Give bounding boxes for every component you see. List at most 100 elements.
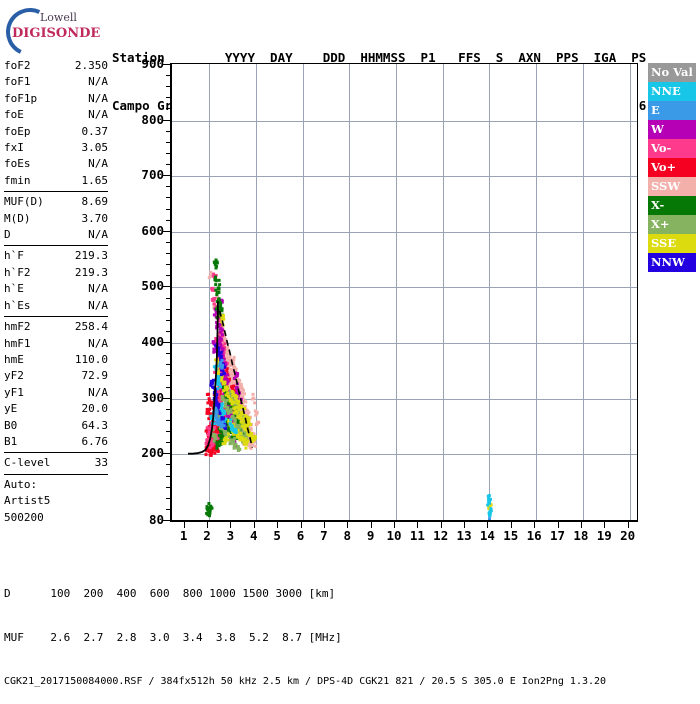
param-row-b0: B0 64.3 xyxy=(4,418,108,434)
param-row-he: h`E N/A xyxy=(4,281,108,297)
x-axis-tick-label: 4 xyxy=(250,528,258,543)
legend-item-x[interactable]: X+ xyxy=(648,215,696,234)
x-axis-tick-label: 8 xyxy=(343,528,352,543)
x-axis-tick-label: 9 xyxy=(366,528,375,543)
param-key: foEp xyxy=(4,124,31,138)
param-value: 3.05 xyxy=(81,141,109,155)
y-axis-minor-tick xyxy=(166,275,170,277)
param-value: N/A xyxy=(88,298,108,312)
x-axis-tick-label: 16 xyxy=(526,528,542,543)
legend-item-nne[interactable]: NNE xyxy=(648,82,696,101)
y-axis-minor-tick xyxy=(166,353,170,355)
param-row-fxi: fxI 3.05 xyxy=(4,140,108,156)
y-gridline xyxy=(172,287,637,289)
legend-item-vo[interactable]: Vo+ xyxy=(648,158,696,177)
param-value: N/A xyxy=(88,75,108,89)
param-row-mufd: MUF(D) 8.69 xyxy=(4,194,108,210)
lowell-digisonde-logo: Lowell DIGISONDE xyxy=(0,1,100,63)
y-axis-minor-tick xyxy=(166,197,170,199)
param-value: 1.65 xyxy=(81,173,109,187)
param-row-hmf1: hmF1 N/A xyxy=(4,336,108,352)
y-axis-minor-tick xyxy=(166,408,170,410)
param-row-yf2: yF2 72.9 xyxy=(4,368,108,384)
y-axis-minor-tick xyxy=(166,375,170,377)
legend-item-nnw[interactable]: NNW xyxy=(648,253,696,272)
y-axis-minor-tick xyxy=(166,108,170,110)
param-key: foF2 xyxy=(4,59,31,72)
param-value: 6.76 xyxy=(81,434,109,448)
y-axis-minor-tick xyxy=(166,152,170,154)
x-axis-tick-label: 12 xyxy=(433,528,449,543)
legend-item-sse[interactable]: SSE xyxy=(648,234,696,253)
x-axis-tick xyxy=(580,522,582,528)
y-axis-minor-tick xyxy=(166,419,170,421)
param-key: hmE xyxy=(4,352,24,366)
param-divider xyxy=(4,245,108,247)
legend-item-w[interactable]: W xyxy=(648,120,696,139)
param-row-b1: B1 6.76 xyxy=(4,434,108,450)
param-value: N/A xyxy=(88,336,108,350)
y-axis-minor-tick xyxy=(166,464,170,466)
y-axis-tick xyxy=(163,64,170,65)
y-gridline xyxy=(172,343,637,345)
param-key: yF2 xyxy=(4,369,24,383)
ionogram-canvas[interactable] xyxy=(170,63,638,522)
param-value: 72.9 xyxy=(81,369,109,383)
legend-item-vo[interactable]: Vo- xyxy=(648,139,696,158)
param-value: 33 xyxy=(94,456,108,470)
y-axis-minor-tick xyxy=(166,75,170,77)
param-divider xyxy=(4,473,108,475)
y-axis-tick-label: 800 xyxy=(141,111,164,127)
y-axis-minor-tick xyxy=(166,442,170,444)
x-axis-tick xyxy=(253,522,255,528)
param-key: B1 xyxy=(4,434,18,448)
y-axis-minor-tick xyxy=(166,219,170,221)
x-axis-tick xyxy=(534,522,536,528)
y-axis-minor-tick xyxy=(166,164,170,166)
param-key: foE xyxy=(4,108,24,122)
legend-item-e[interactable]: E xyxy=(648,101,696,120)
param-value: 110.0 xyxy=(74,352,108,366)
x-axis-tick-label: 14 xyxy=(479,528,495,543)
x-axis-tick xyxy=(370,522,372,528)
param-value: 20.0 xyxy=(81,402,109,416)
series-e xyxy=(212,358,491,520)
x-axis-tick-label: 1 xyxy=(179,528,188,543)
y-gridline xyxy=(172,176,637,178)
param-row-fof1: foF1 N/A xyxy=(4,74,108,90)
y-axis-tick xyxy=(163,453,170,455)
param-row-fof2: foF2 2.350 xyxy=(4,58,108,74)
echo-scatter-layer xyxy=(188,258,493,520)
legend-item-x[interactable]: X- xyxy=(648,196,696,215)
param-row-fof1p: foF1p N/A xyxy=(4,91,108,107)
y-axis-tick xyxy=(163,286,170,288)
y-axis-tick-label: 80 xyxy=(148,512,164,527)
param-key: MUF(D) xyxy=(4,195,44,209)
x-axis-tick xyxy=(627,522,629,528)
param-divider xyxy=(4,316,108,318)
y-axis-tick-label: 700 xyxy=(141,167,164,183)
x-gridline xyxy=(442,64,444,520)
legend-item-noval[interactable]: No Val xyxy=(648,63,696,82)
x-gridline xyxy=(209,64,211,520)
param-row-clevel: C-level 33 xyxy=(4,455,108,471)
y-axis-minor-tick xyxy=(166,431,170,433)
y-axis-minor-tick xyxy=(166,508,170,510)
param-value: N/A xyxy=(88,108,108,122)
param-key: h`F xyxy=(4,249,24,263)
param-key: yE xyxy=(4,402,18,416)
x-axis-tick xyxy=(417,522,419,528)
auto-info-line-1: Artist5 xyxy=(4,494,51,508)
param-key: hmF1 xyxy=(4,336,31,350)
x-gridline xyxy=(629,64,631,520)
y-gridline xyxy=(172,454,637,456)
x-axis-tick-label: 5 xyxy=(273,528,281,543)
y-gridline xyxy=(172,398,637,400)
x-axis-tick xyxy=(464,522,466,528)
param-divider xyxy=(4,452,108,454)
param-key: h`F2 xyxy=(4,265,31,279)
param-key: fxI xyxy=(4,141,24,155)
param-row-hme: hmE 110.0 xyxy=(4,352,108,368)
legend-item-ssw[interactable]: SSW xyxy=(648,177,696,196)
y-axis-minor-tick xyxy=(166,364,170,366)
